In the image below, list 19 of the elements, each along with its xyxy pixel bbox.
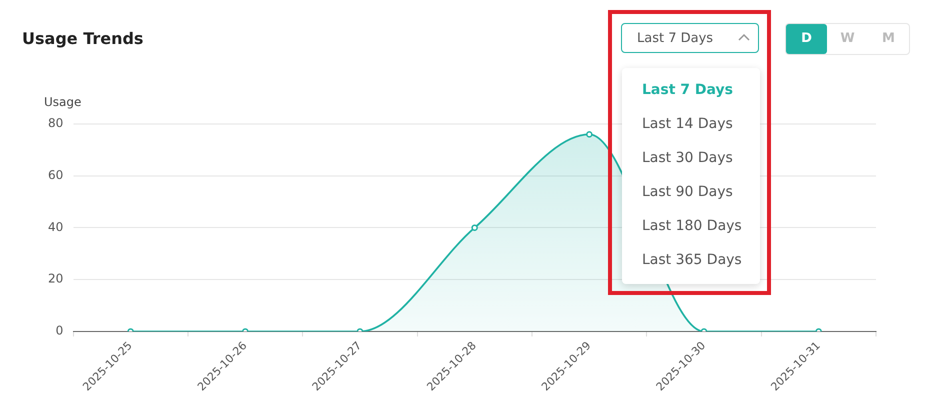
annotation: Last 180 Days [642, 218, 742, 234]
y-tick-label: 0 [56, 324, 64, 338]
annotation: Last 30 Days [642, 150, 733, 166]
point [586, 131, 593, 138]
point [471, 224, 478, 231]
chart-title: Usage Trends [22, 29, 144, 48]
annotation: Last 14 Days [642, 116, 733, 132]
text: M [881, 30, 896, 48]
y-tick-label: 80 [48, 116, 64, 130]
text: W [839, 30, 856, 48]
text: Last 7 Days [637, 31, 714, 46]
text: D [786, 24, 827, 54]
y-tick-label: 60 [48, 168, 64, 182]
annotation: Last 365 Days [642, 252, 742, 268]
y-tick-label: 20 [48, 272, 64, 286]
y-tick-label: 40 [48, 220, 64, 234]
annotation: Last 90 Days [642, 184, 733, 200]
text: Last 7 Days [642, 82, 733, 98]
y-axis-title: Usage [44, 95, 82, 109]
